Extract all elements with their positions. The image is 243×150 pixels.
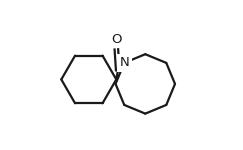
Text: N: N: [119, 56, 129, 69]
Text: O: O: [111, 33, 122, 46]
